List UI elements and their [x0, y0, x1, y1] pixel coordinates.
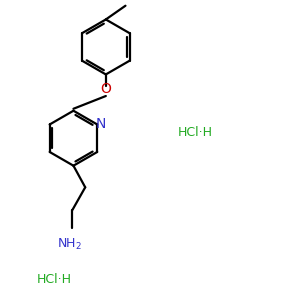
- Text: HCl·H: HCl·H: [178, 126, 212, 139]
- Text: NH$_2$: NH$_2$: [57, 237, 82, 253]
- Text: O: O: [100, 82, 111, 96]
- Text: HCl·H: HCl·H: [37, 273, 72, 286]
- Text: N: N: [95, 118, 106, 131]
